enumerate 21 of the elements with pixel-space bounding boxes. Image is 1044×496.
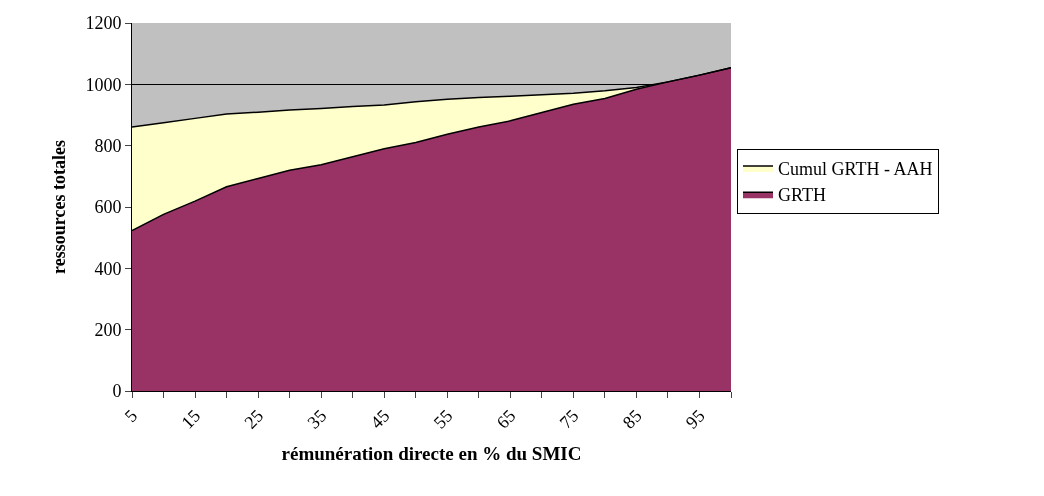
x-tick-label: 75	[555, 405, 583, 433]
x-tick-label: 45	[366, 405, 394, 433]
x-tick-label: 35	[303, 405, 331, 433]
legend-label: Cumul GRTH - AAH	[777, 158, 933, 179]
x-tick-label: 55	[429, 405, 457, 433]
legend-label: GRTH	[777, 185, 826, 206]
x-tick-label: 25	[240, 405, 268, 433]
x-axis-title: rémunération directe en % du SMIC	[281, 443, 582, 465]
y-tick-label: 600	[94, 197, 122, 218]
y-tick-label: 0	[112, 381, 122, 402]
y-tick-label: 1000	[85, 74, 122, 95]
x-tick-label: 85	[618, 405, 646, 433]
y-tick-label: 200	[94, 319, 122, 340]
x-tick-label: 5	[120, 405, 142, 427]
x-tick-label: 95	[681, 405, 709, 433]
x-tick-label: 65	[492, 405, 520, 433]
x-tick-label: 15	[177, 405, 205, 433]
y-tick-label: 1200	[85, 13, 122, 34]
y-tick-label: 800	[94, 135, 122, 156]
y-axis-title: ressources totales	[48, 140, 69, 274]
y-tick-label: 400	[94, 258, 122, 279]
